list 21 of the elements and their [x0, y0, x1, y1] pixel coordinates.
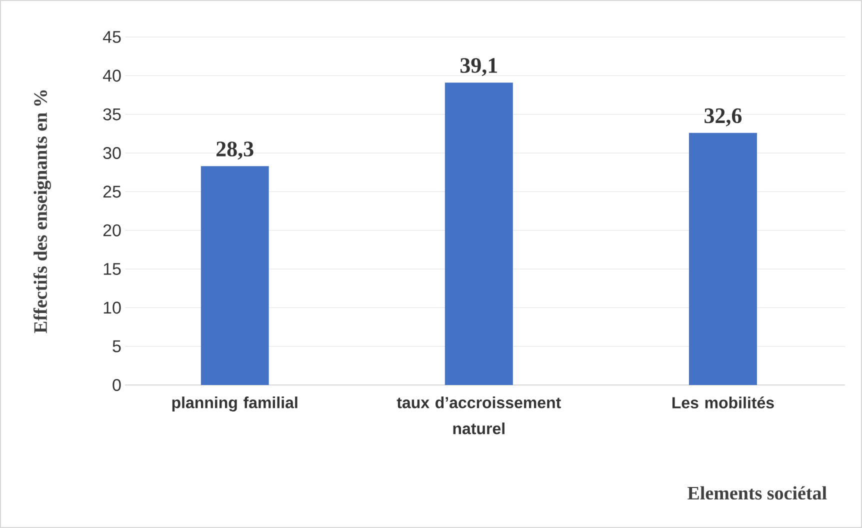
x-axis-title: Elements sociétal	[688, 486, 827, 500]
data-label: 39,1	[460, 58, 498, 76]
x-tick-label: taux d’accroissement naturel	[396, 396, 561, 434]
x-tick-label: Les mobilités	[672, 396, 774, 408]
data-label: 28,3	[216, 142, 254, 160]
y-tick-label: 40	[102, 70, 121, 82]
y-tick-label: 0	[112, 378, 121, 392]
y-tick-label: 10	[104, 302, 121, 314]
x-tick-label: planning familial	[172, 396, 298, 412]
data-label: 32,6	[704, 108, 742, 126]
y-tick-label: 15	[104, 263, 121, 275]
bar	[200, 166, 269, 386]
y-tick-label: 25	[103, 186, 121, 198]
y-tick-label: 30	[103, 146, 121, 160]
y-tick-label: 20	[103, 224, 121, 236]
y-tick-label: 35	[103, 108, 121, 120]
y-axis-title: Effectifs des enseignants en %	[33, 90, 51, 334]
y-tick-label: 45	[102, 31, 121, 43]
bar	[444, 82, 513, 386]
y-tick-label: 5	[112, 340, 121, 352]
bar	[688, 132, 757, 386]
